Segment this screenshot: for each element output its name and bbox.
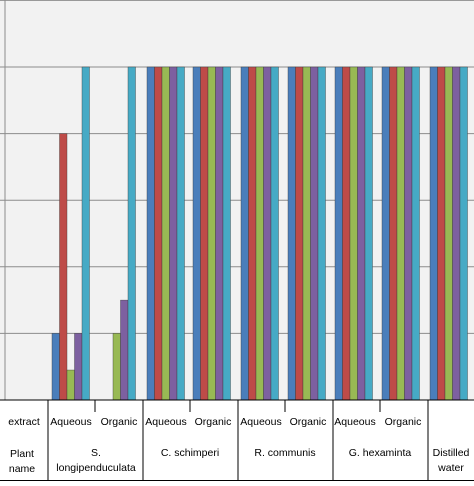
bar: [248, 66, 257, 401]
extract-type-label: Aqueous: [334, 416, 375, 428]
extract-type-label: Organic: [195, 416, 232, 428]
bar: [342, 66, 351, 401]
bar: [452, 66, 461, 401]
bar: [192, 66, 201, 401]
bar: [161, 66, 170, 401]
bar: [146, 66, 155, 401]
bar: [429, 66, 438, 401]
bar: [222, 66, 231, 401]
bar: [437, 66, 446, 401]
extract-type-label: Aqueous: [240, 416, 281, 428]
extract-type-label: Organic: [101, 416, 138, 428]
bar: [81, 66, 90, 401]
bar: [59, 133, 68, 401]
plant-name-label: R. communis: [254, 447, 315, 459]
plant-name-label: G. hexaminta: [349, 447, 412, 459]
data-table: extract Plant name Aqueous Organic Aqueous…: [0, 399, 474, 481]
bar: [349, 66, 358, 401]
bar: [389, 66, 398, 401]
bar: [444, 66, 453, 401]
bar: [215, 66, 224, 401]
bar: [302, 66, 311, 401]
bar: [334, 66, 343, 401]
bar: [127, 66, 136, 401]
extract-type-label: Organic: [385, 416, 422, 428]
plant-name-label: longipenduculata: [56, 462, 136, 474]
bar: [200, 66, 209, 401]
bar: [381, 66, 390, 401]
bar: [459, 66, 468, 401]
bar: [364, 66, 373, 401]
bar: [404, 66, 413, 401]
row-header-extract: extract: [8, 416, 40, 428]
row-header-plant-name-line1: Plant: [10, 448, 34, 460]
plant-name-label: S.: [91, 447, 101, 459]
bar: [263, 66, 272, 401]
bar: [270, 66, 279, 401]
bar: [317, 66, 326, 401]
bar: [154, 66, 163, 401]
plant-name-label: C. schimperi: [161, 447, 219, 459]
bar: [295, 66, 304, 401]
bar: [66, 369, 75, 401]
plant-name-label: water: [437, 462, 464, 474]
bar: [357, 66, 366, 401]
bar: [176, 66, 185, 401]
row-header-plant-name-line2: name: [9, 463, 35, 475]
bar: [207, 66, 216, 401]
bar: [240, 66, 249, 401]
plant-name-label: Distilled: [433, 447, 470, 459]
bar: [169, 66, 178, 401]
extract-type-label: Aqueous: [50, 416, 91, 428]
bar: [120, 299, 129, 401]
bar: [310, 66, 319, 401]
extract-type-label: Organic: [290, 416, 327, 428]
bar: [287, 66, 296, 401]
extract-type-label: Aqueous: [145, 416, 186, 428]
bar: [51, 333, 60, 401]
bar: [112, 333, 121, 401]
bar: [74, 333, 83, 401]
bar: [396, 66, 405, 401]
bar: [255, 66, 264, 401]
bar: [411, 66, 420, 401]
